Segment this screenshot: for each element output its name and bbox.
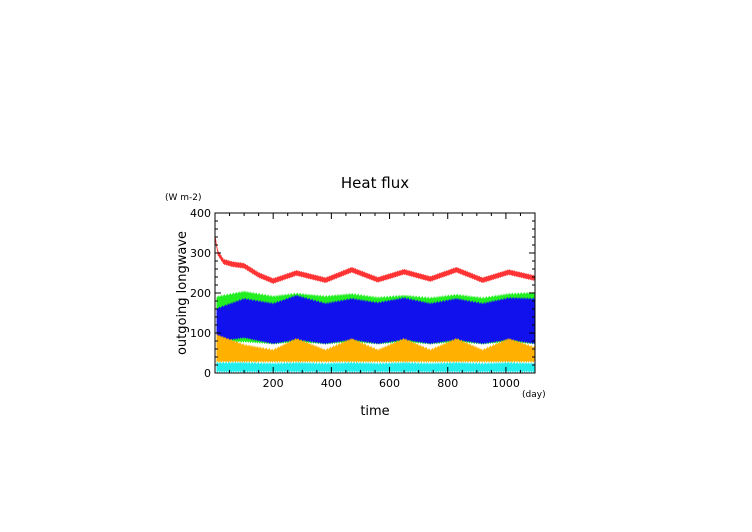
y-tick-label: 400 — [190, 207, 211, 220]
y-tick-label: 0 — [204, 367, 211, 380]
series-red-line — [215, 235, 535, 284]
x-unit-label: (day) — [522, 390, 546, 400]
x-tick-label: 400 — [321, 377, 342, 390]
y-tick-label: 100 — [190, 327, 211, 340]
y-tick-label: 200 — [190, 287, 211, 300]
chart-title: Heat flux — [341, 174, 409, 192]
x-tick-label: 1000 — [492, 377, 520, 390]
x-tick-label: 600 — [379, 377, 400, 390]
y-unit-label: (W m-2) — [165, 193, 202, 203]
x-tick-label: 800 — [437, 377, 458, 390]
band-orange — [216, 333, 535, 363]
y-axis-title: outgoing longwave — [175, 231, 190, 355]
plot-area — [215, 235, 535, 373]
band-cyan — [216, 361, 535, 373]
y-tick-label: 300 — [190, 247, 211, 260]
y-axis: 0 100 200 300 400 — [190, 207, 535, 380]
band-blue — [216, 294, 535, 345]
x-tick-label: 200 — [263, 377, 284, 390]
x-axis-title: time — [360, 404, 389, 419]
x-axis: 200 400 600 800 1000 — [229, 213, 536, 390]
